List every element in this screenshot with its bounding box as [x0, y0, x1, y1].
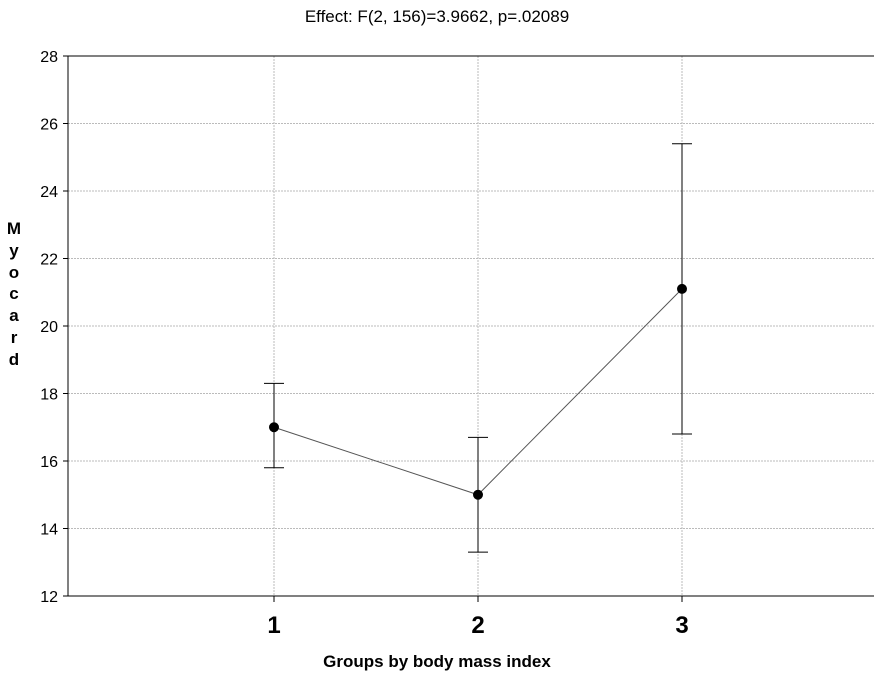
data-point [677, 283, 687, 294]
y-tick-label: 14 [40, 522, 58, 539]
y-tick-label: 12 [40, 589, 58, 606]
y-tick-label: 16 [40, 454, 58, 471]
data-point [269, 422, 279, 433]
y-tick-label: 20 [40, 319, 58, 336]
y-tick-label: 18 [40, 387, 58, 404]
y-tick-label: 26 [40, 117, 58, 134]
y-tick-label: 28 [40, 49, 58, 66]
y-axis-label: Myocard [6, 219, 22, 369]
data-point [473, 489, 483, 500]
x-tick-label: 1 [267, 612, 280, 639]
y-tick-label: 22 [40, 252, 58, 269]
x-tick-label: 2 [471, 612, 484, 639]
x-tick-label: 3 [675, 612, 688, 639]
y-tick-label: 24 [40, 184, 58, 201]
x-axis-label: Groups by body mass index [323, 652, 551, 671]
chart-title: Effect: F(2, 156)=3.9662, p=.02089 [304, 7, 570, 26]
